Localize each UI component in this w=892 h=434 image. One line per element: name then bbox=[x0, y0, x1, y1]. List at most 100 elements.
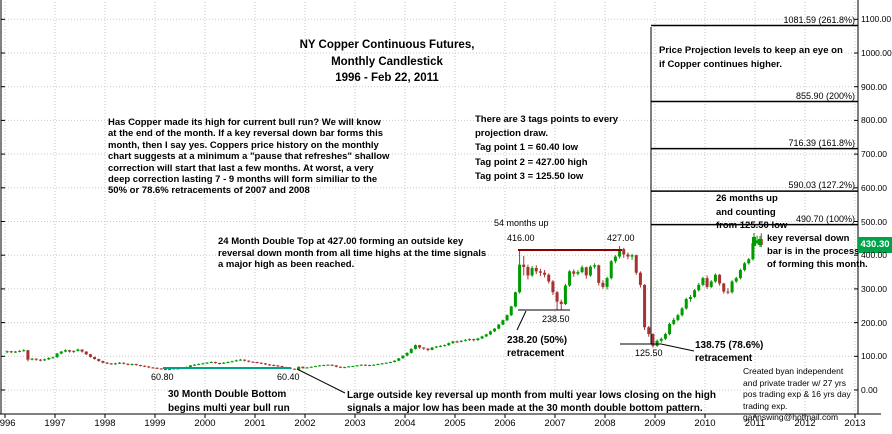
candle-down bbox=[363, 364, 367, 366]
candle-up bbox=[5, 351, 9, 353]
candle-down bbox=[26, 350, 30, 360]
key-reversal-note: key reversal down bar is in the process … bbox=[767, 233, 868, 270]
label-low-23850: 238.50 bbox=[542, 314, 570, 324]
candle-down bbox=[109, 363, 113, 365]
commentary-note: Has Copper made its high for current bul… bbox=[108, 117, 390, 197]
y-axis-label: 1100.00 bbox=[861, 14, 892, 25]
candle-up bbox=[430, 347, 434, 350]
candle-up bbox=[676, 315, 680, 320]
label-low-12550: 125.50 bbox=[635, 348, 663, 358]
candle-up bbox=[730, 281, 734, 293]
candle-up bbox=[413, 345, 417, 349]
candle-up bbox=[468, 339, 472, 341]
projection-level-label: 855.90 (200%) bbox=[795, 90, 855, 101]
candle-up bbox=[188, 365, 192, 368]
candle-up bbox=[313, 366, 317, 368]
candle-up bbox=[238, 359, 242, 361]
candle-down bbox=[143, 365, 147, 367]
candle-down bbox=[80, 349, 84, 352]
x-axis-label: 2008 bbox=[594, 418, 616, 429]
candle-down bbox=[638, 272, 642, 285]
y-axis-label: 400.00 bbox=[861, 250, 887, 261]
candle-up bbox=[168, 369, 172, 371]
candle-up bbox=[613, 256, 617, 262]
candle-up bbox=[655, 340, 659, 346]
candle-down bbox=[368, 365, 372, 367]
candle-down bbox=[584, 267, 588, 276]
candle-up bbox=[193, 364, 197, 366]
candle-down bbox=[276, 365, 280, 367]
candle-up bbox=[480, 336, 484, 339]
candle-up bbox=[47, 357, 51, 360]
candle-up bbox=[568, 271, 572, 286]
candle-up bbox=[59, 351, 63, 354]
x-axis-label: 2003 bbox=[344, 418, 366, 429]
candle-up bbox=[22, 350, 26, 352]
candle-down bbox=[301, 366, 305, 369]
projection-box-note: Price Projection levels to keep an eye o… bbox=[659, 45, 843, 70]
candle-up bbox=[222, 362, 226, 364]
tag-points-note: There are 3 tags points to every project… bbox=[475, 114, 619, 182]
candle-down bbox=[151, 367, 155, 369]
y-axis-label: 900.00 bbox=[861, 81, 887, 92]
double-top-note: 24 Month Double Top at 427.00 forming an… bbox=[218, 236, 487, 271]
x-axis-label: 1999 bbox=[144, 418, 166, 429]
candle-up bbox=[351, 366, 355, 368]
candle-up bbox=[230, 361, 234, 363]
candle-up bbox=[513, 292, 517, 307]
candle-up bbox=[384, 362, 388, 364]
candle-up bbox=[751, 243, 755, 260]
candle-up bbox=[501, 320, 505, 325]
retracement-50-pointer bbox=[516, 310, 527, 331]
candle-down bbox=[726, 291, 730, 293]
last-price-badge: 430.30 bbox=[858, 237, 892, 253]
candle-up bbox=[747, 259, 751, 264]
candle-down bbox=[68, 350, 72, 352]
candle-up bbox=[388, 362, 392, 364]
candle-up bbox=[76, 349, 80, 351]
candle-up bbox=[476, 338, 480, 341]
projection-level-label: 490.70 (100%) bbox=[795, 213, 855, 224]
retracement-786-note: 138.75 (78.6%) retracement bbox=[695, 340, 764, 364]
label-low-6040: 60.40 bbox=[277, 372, 300, 382]
retracement-786-pointer bbox=[660, 343, 695, 352]
candle-up bbox=[397, 358, 401, 361]
x-axis-label: 2001 bbox=[244, 418, 266, 429]
candle-up bbox=[209, 362, 213, 364]
candle-down bbox=[597, 265, 601, 283]
candle-up bbox=[380, 363, 384, 365]
candle-down bbox=[622, 249, 626, 255]
candle-up bbox=[563, 285, 567, 305]
candle-down bbox=[159, 368, 163, 370]
projection-level-label: 716.39 (161.8%) bbox=[788, 137, 855, 148]
candle-down bbox=[647, 327, 651, 335]
candle-up bbox=[326, 364, 330, 366]
candle-up bbox=[743, 263, 747, 271]
candle-down bbox=[268, 364, 272, 366]
x-axis-label: 2007 bbox=[544, 418, 566, 429]
candle-up bbox=[13, 351, 17, 353]
candle-down bbox=[263, 363, 267, 365]
candle-down bbox=[534, 268, 538, 272]
x-axis-label: 1997 bbox=[44, 418, 66, 429]
candle-up bbox=[343, 367, 347, 369]
candle-up bbox=[738, 270, 742, 279]
key-reversal-marker-icon bbox=[752, 233, 762, 249]
y-axis-label: 200.00 bbox=[861, 317, 887, 328]
y-axis-label: 700.00 bbox=[861, 149, 887, 160]
x-axis-label: 2005 bbox=[444, 418, 466, 429]
candle-up bbox=[693, 290, 697, 297]
candle-up bbox=[701, 278, 705, 285]
candle-down bbox=[559, 301, 563, 305]
candle-up bbox=[72, 350, 76, 352]
candle-down bbox=[543, 272, 547, 275]
candle-down bbox=[572, 271, 576, 274]
candle-up bbox=[18, 350, 22, 352]
candle-up bbox=[434, 346, 438, 348]
x-axis-label: 2002 bbox=[294, 418, 316, 429]
x-axis-label: 2009 bbox=[644, 418, 666, 429]
candle-up bbox=[401, 355, 405, 359]
y-axis-label: 1000.00 bbox=[861, 48, 892, 58]
candle-up bbox=[30, 358, 34, 360]
